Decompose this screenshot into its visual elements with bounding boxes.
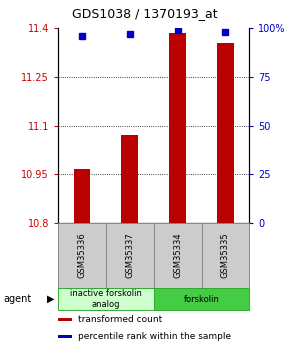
Bar bbox=[106, 223, 154, 288]
Bar bbox=[58, 318, 72, 321]
Text: GDS1038 / 1370193_at: GDS1038 / 1370193_at bbox=[72, 8, 218, 20]
Text: GSM35337: GSM35337 bbox=[125, 233, 134, 278]
Text: agent: agent bbox=[3, 294, 31, 304]
Bar bbox=[154, 288, 249, 310]
Text: GSM35334: GSM35334 bbox=[173, 233, 182, 278]
Bar bbox=[58, 223, 106, 288]
Bar bbox=[122, 135, 138, 223]
Bar bbox=[154, 223, 202, 288]
Text: inactive forskolin
analog: inactive forskolin analog bbox=[70, 289, 142, 309]
Text: forskolin: forskolin bbox=[184, 295, 220, 304]
Text: transformed count: transformed count bbox=[78, 315, 163, 324]
Text: GSM35336: GSM35336 bbox=[77, 233, 86, 278]
Bar bbox=[169, 33, 186, 223]
Bar bbox=[74, 169, 90, 223]
Text: percentile rank within the sample: percentile rank within the sample bbox=[78, 332, 231, 341]
Bar bbox=[202, 223, 249, 288]
Bar bbox=[217, 43, 234, 223]
Bar bbox=[58, 288, 154, 310]
Text: GSM35335: GSM35335 bbox=[221, 233, 230, 278]
Text: ▶: ▶ bbox=[47, 294, 55, 304]
Bar bbox=[58, 335, 72, 338]
